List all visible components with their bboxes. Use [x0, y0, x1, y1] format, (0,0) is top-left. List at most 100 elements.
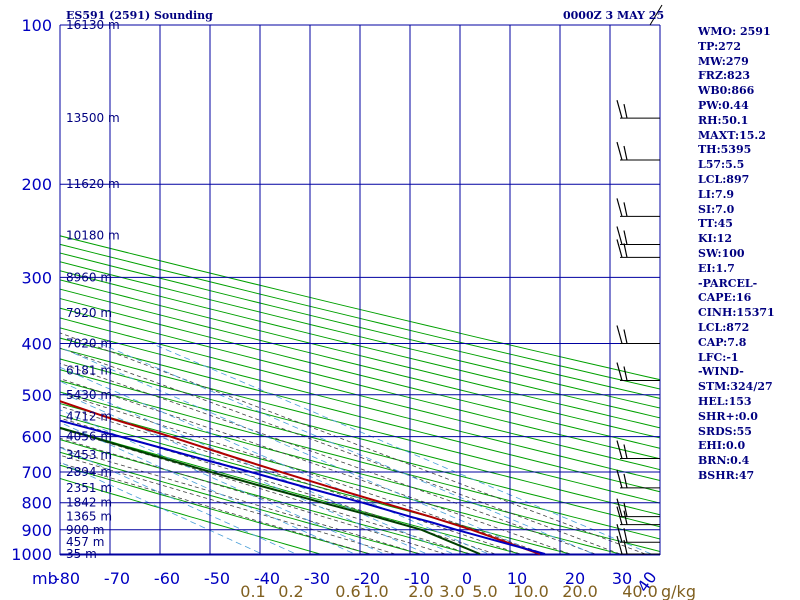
- pressure-tick-label: 400: [21, 334, 52, 353]
- wind-barb-flag: [616, 325, 623, 344]
- wind-barb: [616, 524, 660, 543]
- mixing-ratio-unit: g/kg: [661, 582, 696, 600]
- dry-adiabat: [60, 439, 476, 555]
- mixing-ratio-line: [60, 461, 266, 555]
- right-tick-label: 30: [612, 569, 632, 588]
- moist-adiabat: [60, 454, 396, 555]
- height-label: 8960 m: [66, 270, 112, 284]
- dry-adiabat: [60, 380, 660, 540]
- mixing-ratio-line: [60, 380, 457, 555]
- stat-line: WB0:866: [698, 84, 755, 98]
- wind-barb: [616, 141, 660, 161]
- stat-line: SI:7.0: [698, 202, 735, 216]
- wind-barb-flag: [623, 202, 628, 217]
- stat-line: EI:1.7: [698, 261, 735, 275]
- height-label: 16130 m: [66, 18, 120, 32]
- wind-barb: [616, 325, 660, 344]
- dry-adiabat: [60, 279, 660, 429]
- valid-time: 0000Z 3 MAY 25: [563, 9, 665, 22]
- wind-barb-flag: [623, 510, 628, 525]
- stat-line: WMO: 2591: [698, 25, 771, 38]
- mixing-ratio-label: 1.0: [363, 582, 388, 600]
- dry-adiabat: [60, 358, 660, 516]
- wind-barb-top: [649, 4, 663, 26]
- height-label: 4712 m: [66, 410, 112, 424]
- height-label: 3453 m: [66, 448, 112, 462]
- stat-line: MAXT:15.2: [698, 128, 766, 142]
- wind-barb: [616, 362, 660, 382]
- wind-barb-flag: [623, 329, 628, 344]
- wind-barb-flag: [623, 243, 628, 258]
- height-label: 7020 m: [66, 336, 112, 350]
- stat-line: CAPE:16: [698, 291, 752, 305]
- mixing-ratio-line: [60, 346, 543, 555]
- moist-adiabat: [60, 428, 471, 555]
- wind-barb-flag: [623, 502, 628, 517]
- wind-barb: [616, 239, 660, 258]
- dry-adiabat: [60, 402, 626, 555]
- stat-line: FRZ:823: [698, 69, 751, 83]
- wind-barb-flag: [623, 104, 628, 119]
- height-label: 35 m: [66, 547, 97, 561]
- dry-adiabat: [60, 426, 526, 555]
- temperature-tick-label: -80: [54, 569, 80, 588]
- dry-adiabat: [60, 477, 326, 555]
- stat-line: LI:7.9: [698, 187, 735, 201]
- wind-barb-flag: [623, 473, 628, 489]
- height-label: 900 m: [66, 523, 104, 537]
- wind-barb: [616, 226, 660, 246]
- wind-barb-flag: [623, 528, 628, 543]
- mixing-ratio-label: 0.6: [335, 582, 360, 600]
- pressure-tick-label: 1000: [11, 545, 52, 564]
- stat-line: L57:5.5: [698, 158, 745, 172]
- dry-adiabat: [60, 307, 660, 460]
- stat-line: PW:0.44: [698, 98, 749, 112]
- stat-line: KI:12: [698, 232, 733, 246]
- wind-barb-flag: [616, 362, 623, 381]
- temperature-tick-label: -60: [154, 569, 180, 588]
- pressure-tick-label: 800: [21, 494, 52, 513]
- wind-barb-flag: [616, 198, 623, 217]
- dry-adiabat: [60, 298, 660, 449]
- mixing-ratio-label: 3.0: [439, 582, 464, 600]
- temperature-tick-label: -10: [404, 569, 430, 588]
- stat-line: TH:5395: [698, 143, 752, 157]
- temperature-profile: [60, 400, 541, 555]
- temperature-tick-label: 0: [462, 569, 472, 588]
- stat-line: LCL:897: [698, 172, 750, 186]
- pressure-tick-label: 600: [21, 428, 52, 447]
- mixing-ratio-line: [99, 343, 597, 555]
- wind-barb: [616, 99, 660, 119]
- stat-line: LFC:-1: [698, 350, 739, 364]
- height-label: 13500 m: [66, 111, 120, 125]
- wind-barb: [616, 198, 660, 217]
- stat-line: TP:272: [698, 39, 742, 53]
- stat-line: CINH:15371: [698, 306, 775, 320]
- mixing-ratio-line: [60, 447, 300, 555]
- wind-barb-flag: [616, 226, 623, 245]
- dry-adiabat: [60, 391, 660, 552]
- stat-line: STM:324/27: [698, 380, 773, 394]
- height-label: 457 m: [66, 535, 104, 549]
- stat-line: LCL:872: [698, 320, 750, 334]
- pressure-tick-label: 700: [21, 463, 52, 482]
- right-tick-label: 20: [565, 569, 585, 588]
- wind-barb-flag: [616, 535, 623, 555]
- dry-adiabat: [60, 337, 660, 493]
- stat-line: -WIND-: [698, 365, 744, 379]
- wind-barb: [616, 506, 660, 526]
- wind-barb: [616, 498, 660, 518]
- stat-line: BRN:0.4: [698, 454, 750, 468]
- stat-line: MW:279: [698, 54, 749, 68]
- dewpoint-profile: [60, 426, 481, 555]
- stat-line: RH:50.1: [698, 113, 749, 127]
- mixing-ratio-line: [60, 409, 388, 555]
- mixing-ratio-label: 20.0: [562, 582, 598, 600]
- pressure-tick-label: 900: [21, 521, 52, 540]
- dry-adiabat: [60, 347, 660, 504]
- wind-barb-flag: [616, 141, 623, 161]
- stat-line: BSHR:47: [698, 468, 755, 482]
- pressure-tick-label: 100: [21, 16, 52, 35]
- wind-barb-flag: [616, 524, 623, 543]
